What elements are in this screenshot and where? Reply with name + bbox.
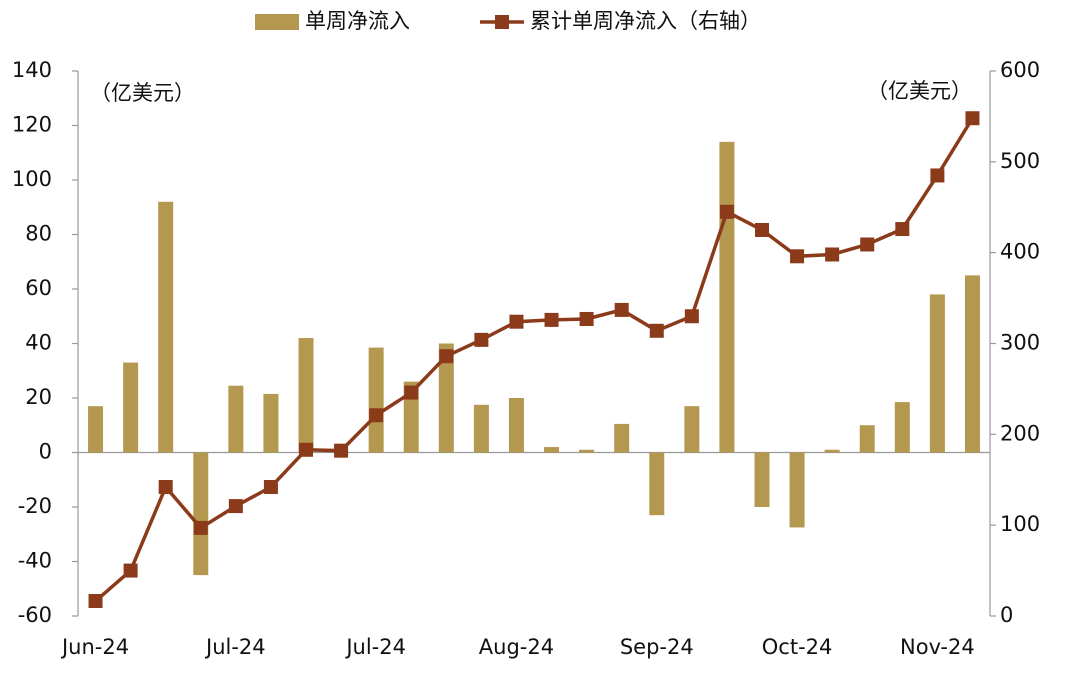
line-marker [123,563,138,578]
y2-tick-label: 0 [1000,603,1013,627]
y-tick-label: 40 [25,331,52,355]
bar [649,452,665,516]
x-tick-label: Aug-24 [479,635,554,659]
bar [929,294,945,453]
x-tick-label: Jul-24 [204,635,266,659]
line-marker [930,168,945,183]
bar [263,393,279,453]
bar [964,275,980,453]
y-tick-label: 80 [25,222,52,246]
y-tick-label: 120 [12,113,52,137]
x-tick-label: Nov-24 [900,635,975,659]
line-marker [860,237,875,252]
y2-tick-label: 200 [1000,421,1040,445]
line-marker [755,222,769,237]
bar [579,449,595,453]
bar [754,452,770,507]
x-tick-label: Jun-24 [60,635,129,659]
bar [158,201,174,453]
legend-label: 累计单周净流入（右轴） [530,9,761,33]
bar [508,398,524,453]
y-tick-label: 20 [25,385,52,409]
line-marker [825,247,840,262]
bar [824,449,840,453]
y-tick-label: 140 [12,58,52,82]
bar [298,338,314,453]
y2-unit-label: （亿美元） [867,79,972,103]
legend-label: 单周净流入 [305,9,410,33]
bar [228,385,244,453]
y-tick-label: 60 [25,276,52,300]
line-marker [158,480,173,495]
y-tick-label: 0 [39,440,52,464]
line-marker [965,111,980,126]
y2-tick-label: 500 [1000,149,1040,173]
legend-swatch [495,15,509,29]
y-unit-label: （亿美元） [90,81,195,105]
line-marker [719,204,734,219]
line [94,117,974,603]
bar [123,362,139,453]
line-marker [88,594,103,609]
line-marker [544,312,559,327]
bar [614,423,630,453]
y-tick-label: 100 [12,167,52,191]
line-marker [369,408,384,423]
line-marker [579,311,594,326]
line-marker [509,314,524,329]
x-tick-label: Oct-24 [762,635,833,659]
x-tick-label: Sep-24 [620,635,694,659]
legend-swatch [255,14,299,30]
bar [789,452,805,528]
bar [684,406,700,453]
line-marker [474,332,489,347]
bar [193,452,209,576]
bar [88,406,104,453]
line-marker [895,222,910,237]
line-marker [334,443,349,458]
line-marker [263,480,278,495]
line-marker [649,323,664,338]
line-marker [790,249,805,264]
bar [719,141,735,453]
line-marker [439,349,454,364]
bar [894,402,910,453]
bar [473,404,489,453]
y2-tick-label: 300 [1000,331,1040,355]
line-marker [299,442,313,457]
y-tick-label: -20 [18,494,52,518]
x-tick-label: Jul-24 [344,635,406,659]
bar [859,425,875,453]
line-marker [228,499,243,514]
y2-tick-label: 600 [1000,58,1040,82]
y2-tick-label: 100 [1000,512,1040,536]
line-marker [404,385,419,400]
line-marker [614,302,629,317]
bar [368,347,384,453]
y2-tick-label: 400 [1000,240,1040,264]
y-tick-label: -60 [18,603,52,627]
bar [544,447,560,453]
bar [438,343,454,453]
line-marker [193,520,208,535]
y-tick-label: -40 [18,549,52,573]
line-marker [684,309,699,324]
